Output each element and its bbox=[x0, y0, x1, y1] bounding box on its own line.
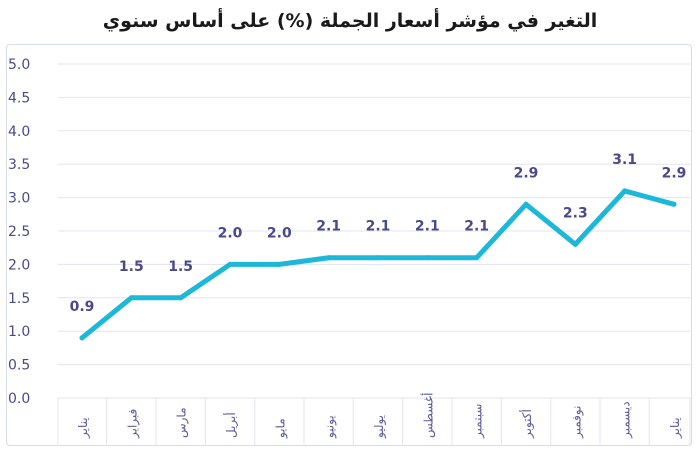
x-tick-label: سبتمبر bbox=[471, 404, 486, 439]
data-point bbox=[178, 295, 184, 301]
x-tick-label: أغسطس bbox=[420, 393, 436, 438]
data-label: 2.9 bbox=[514, 165, 539, 181]
x-tick-label: يناير bbox=[668, 417, 683, 439]
x-tick-label: فبراير bbox=[125, 409, 140, 439]
data-label: 2.9 bbox=[662, 165, 687, 181]
y-tick-label: 3.5 bbox=[8, 157, 30, 173]
y-tick-label: 0.0 bbox=[8, 391, 30, 407]
y-tick-label: 5.0 bbox=[8, 57, 30, 73]
data-label: 2.3 bbox=[563, 205, 588, 221]
y-tick-label: 2.0 bbox=[8, 257, 30, 273]
data-label: 2.1 bbox=[415, 219, 440, 235]
chart-title: التغير في مؤشر أسعار الجملة (%) على أساس… bbox=[102, 10, 598, 32]
data-point bbox=[79, 335, 85, 341]
data-label: 2.1 bbox=[464, 219, 489, 235]
y-tick-label: 0.5 bbox=[8, 358, 30, 374]
data-point bbox=[424, 255, 430, 261]
data-point bbox=[227, 261, 233, 267]
y-tick-label: 2.5 bbox=[8, 224, 30, 240]
data-label: 2.0 bbox=[267, 225, 292, 241]
y-tick-label: 4.5 bbox=[8, 90, 30, 106]
data-point bbox=[523, 201, 529, 207]
data-label: 0.9 bbox=[70, 299, 95, 315]
data-point bbox=[572, 241, 578, 247]
x-tick-label: يوليو bbox=[372, 415, 387, 439]
data-point bbox=[375, 255, 381, 261]
data-label: 2.1 bbox=[366, 219, 391, 235]
y-tick-label: 3.0 bbox=[8, 191, 30, 207]
x-tick-label: أبريل bbox=[223, 412, 239, 438]
data-point bbox=[622, 188, 628, 194]
x-tick-label: يناير bbox=[76, 417, 91, 439]
x-tick-label: نوفمبر bbox=[569, 406, 584, 439]
y-tick-label: 4.0 bbox=[8, 124, 30, 140]
x-tick-label: أكتوبر bbox=[519, 409, 535, 439]
x-tick-label: مايو bbox=[273, 418, 288, 439]
data-point bbox=[276, 261, 282, 267]
x-tick-label: مارس bbox=[175, 407, 190, 438]
data-label: 2.1 bbox=[316, 219, 341, 235]
y-tick-label: 1.5 bbox=[8, 291, 30, 307]
y-tick-label: 1.0 bbox=[8, 324, 30, 340]
x-tick-label: يونيو bbox=[323, 415, 338, 439]
data-label: 1.5 bbox=[168, 259, 193, 275]
data-point bbox=[671, 201, 677, 207]
data-point bbox=[474, 255, 480, 261]
data-label: 1.5 bbox=[119, 259, 144, 275]
chart-frame bbox=[6, 44, 692, 446]
data-label: 3.1 bbox=[612, 152, 637, 168]
data-point bbox=[128, 295, 134, 301]
data-label: 2.0 bbox=[218, 225, 243, 241]
x-tick-label: ديسمبر bbox=[619, 401, 634, 439]
data-point bbox=[326, 255, 332, 261]
